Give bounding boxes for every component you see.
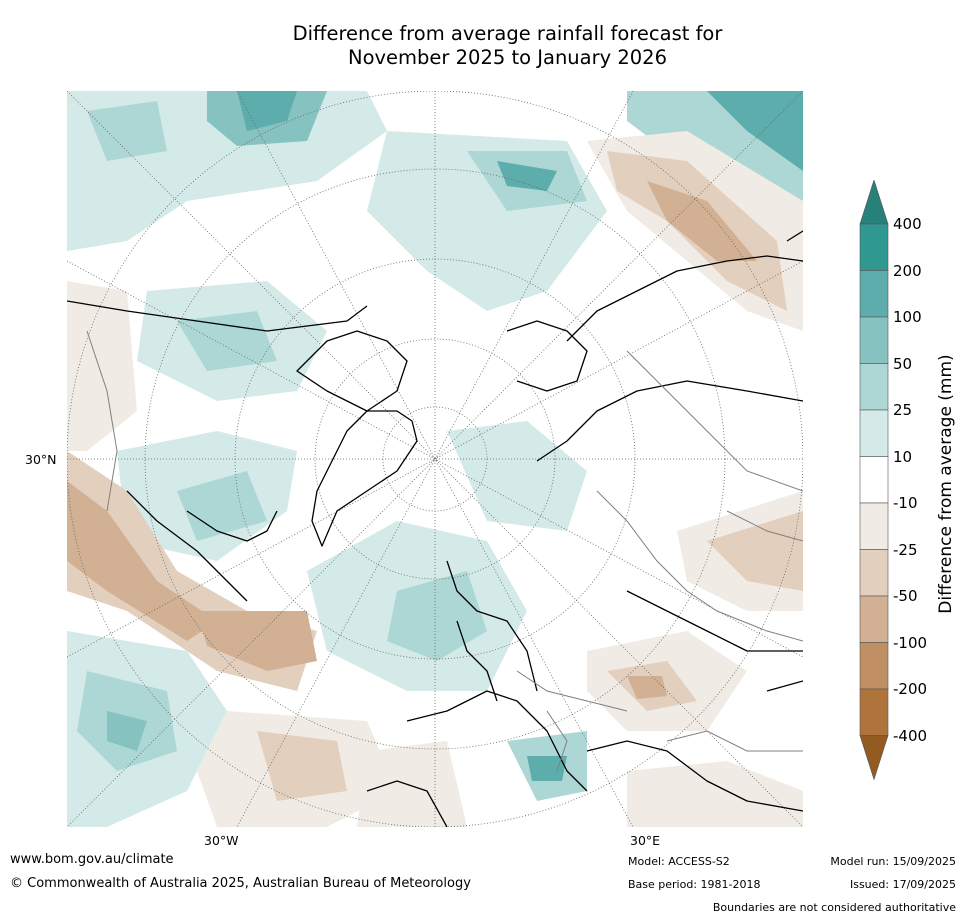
colorbar-tick-label: -50 bbox=[893, 587, 918, 605]
colorbar-tick-label: -400 bbox=[893, 726, 928, 745]
colorbar-bin bbox=[859, 549, 889, 597]
colorbar-tick-label: -100 bbox=[893, 633, 928, 652]
colorbar-bin bbox=[859, 223, 889, 271]
colorbar bbox=[859, 180, 889, 781]
title-line-1: Difference from average rainfall forecas… bbox=[292, 22, 723, 45]
colorbar-bin bbox=[859, 688, 889, 736]
colorbar-tick-label: -10 bbox=[893, 494, 918, 512]
country-borders bbox=[86, 330, 803, 772]
website-link[interactable]: www.bom.gov.au/climate bbox=[10, 852, 174, 867]
colorbar-bin bbox=[859, 502, 889, 550]
dry-anomaly-regions bbox=[67, 131, 803, 827]
colorbar-tick-label: 25 bbox=[893, 401, 913, 419]
colorbar-tick-label: 50 bbox=[893, 354, 913, 373]
base-period: Base period: 1981-2018 bbox=[628, 878, 761, 891]
title-line-2: November 2025 to January 2026 bbox=[348, 46, 667, 69]
colorbar-bin bbox=[859, 595, 889, 643]
wet-anomaly-regions bbox=[67, 91, 803, 827]
colorbar-bin bbox=[859, 409, 889, 457]
longitude-label-30w: 30°W bbox=[204, 833, 239, 848]
colorbar-extension-bottom bbox=[859, 735, 889, 781]
longitude-label-30e: 30°E bbox=[630, 833, 661, 848]
colorbar-tick-label: 10 bbox=[893, 447, 913, 466]
coastlines bbox=[67, 230, 803, 827]
copyright-notice: © Commonwealth of Australia 2025, Austra… bbox=[10, 876, 471, 891]
colorbar-bin bbox=[859, 642, 889, 690]
colorbar-tick-label: 100 bbox=[893, 308, 922, 326]
chart-title: Difference from average rainfall forecas… bbox=[200, 22, 815, 70]
colorbar-bin bbox=[859, 363, 889, 411]
colorbar-tick-label: -200 bbox=[893, 680, 928, 698]
rainfall-anomaly-map bbox=[67, 91, 803, 827]
latitude-label-30n: 30°N bbox=[25, 452, 57, 467]
colorbar-title: Difference from average (mm) bbox=[936, 354, 956, 614]
colorbar-tick-label: 400 bbox=[893, 215, 922, 233]
issued-date: Issued: 17/09/2025 bbox=[849, 878, 956, 891]
model-run-date: Model run: 15/09/2025 bbox=[830, 855, 956, 868]
colorbar-bin bbox=[859, 270, 889, 318]
colorbar-bin bbox=[859, 316, 889, 364]
colorbar-extension-top bbox=[859, 180, 889, 225]
model-name: Model: ACCESS-S2 bbox=[628, 855, 730, 868]
graticule bbox=[67, 91, 803, 827]
colorbar-tick-label: -25 bbox=[893, 540, 918, 559]
colorbar-tick-label: 200 bbox=[893, 261, 922, 280]
colorbar-bin bbox=[859, 456, 889, 504]
boundaries-note: Boundaries are not considered authoritat… bbox=[712, 901, 956, 914]
